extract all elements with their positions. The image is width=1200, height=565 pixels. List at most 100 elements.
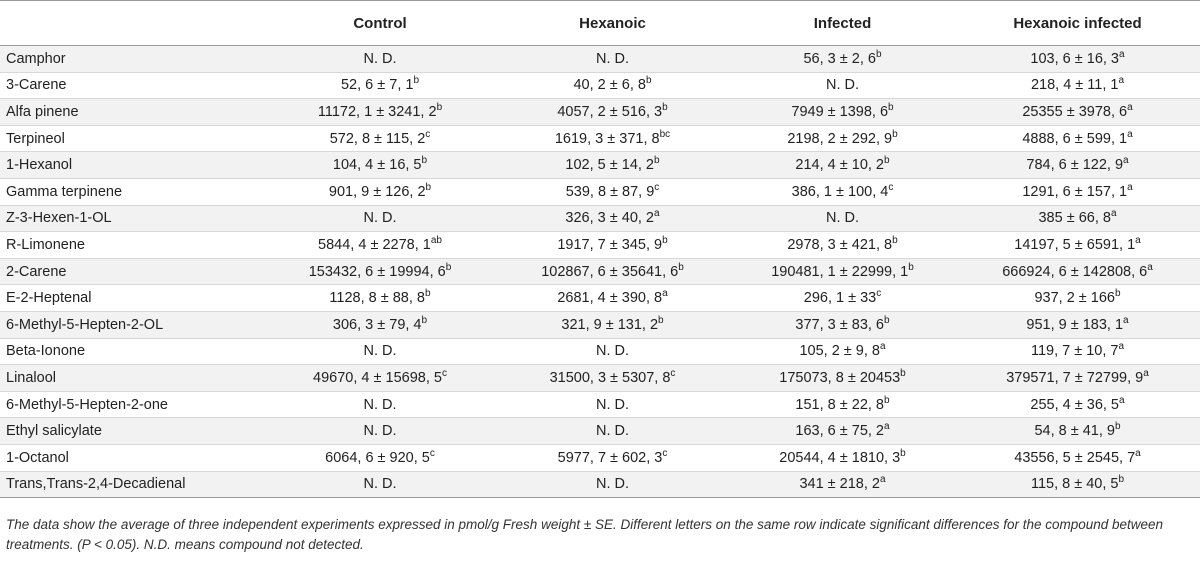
compound-name: E-2-Heptenal (0, 284, 265, 312)
cell-infected: 377, 3 ± 83, 6b (730, 311, 955, 339)
cell-value: N. D. (595, 423, 630, 440)
table-row: 6-Methyl-5-Hepten-2-OL 306, 3 ± 79, 4b 321… (0, 311, 1200, 339)
significance-letter: a (1119, 394, 1125, 406)
table-header: Control Hexanoic Infected Hexanoic infec… (0, 0, 1200, 46)
cell-control: 11172, 1 ± 3241, 2b (265, 98, 495, 126)
cell-control: 1128, 8 ± 88, 8b (265, 284, 495, 312)
cell-infected: 341 ± 218, 2a (730, 471, 955, 499)
cell-hexanoic: 321, 9 ± 131, 2b (495, 311, 730, 339)
significance-letter: a (1118, 75, 1125, 87)
cell-hexanoic: N. D. (495, 391, 730, 419)
compound-name: 2-Carene (0, 258, 265, 286)
cell-value: 1291, 6 ± 157, 1 (1022, 183, 1128, 200)
table-row: Trans,Trans-2,4-Decadienal N. D. N. D. 341 … (0, 471, 1200, 499)
cell-value: N. D. (595, 343, 630, 360)
header-row: Control Hexanoic Infected Hexanoic infec… (0, 0, 1200, 46)
cell-hexanoic: 102867, 6 ± 35641, 6b (495, 258, 730, 286)
cell-value: 666924, 6 ± 142808, 6 (1002, 263, 1148, 280)
cell-infected: 151, 8 ± 22, 8b (730, 391, 955, 419)
table-row: Terpineol 572, 8 ± 115, 2c 1619, 3 ± 371, … (0, 125, 1200, 153)
significance-letter: a (1119, 48, 1125, 60)
cell-value: 1619, 3 ± 371, 8 (554, 130, 660, 147)
significance-letter: b (678, 261, 684, 273)
cell-value: 115, 8 ± 40, 5 (1030, 476, 1119, 493)
cell-value: 153432, 6 ± 19994, 6 (308, 263, 446, 280)
cell-value: 105, 2 ± 9, 8 (799, 343, 880, 360)
cell-control: N. D. (265, 471, 495, 499)
significance-letter: b (662, 102, 668, 114)
cell-hexanoic: N. D. (495, 45, 730, 73)
table-row: 3-Carene 52, 6 ± 7, 1b 40, 2 ± 6, 8b N. D. 2… (0, 72, 1200, 100)
significance-letter: b (884, 394, 890, 406)
cell-hexanoic-infected: 119, 7 ± 10, 7a (955, 338, 1200, 366)
cell-value: 49670, 4 ± 15698, 5 (313, 369, 442, 386)
significance-letter: b (425, 288, 431, 300)
significance-letter: a (1118, 341, 1125, 353)
cell-value: 54, 8 ± 41, 9 (1034, 423, 1115, 440)
table-row: 1-Octanol 6064, 6 ± 920, 5c 5977, 7 ± 602,… (0, 444, 1200, 472)
table-row: Alfa pinene 11172, 1 ± 3241, 2b 4057, 2 ± … (0, 98, 1200, 126)
compound-name: 1-Octanol (0, 444, 265, 472)
column-header-hexanoic-infected: Hexanoic infected (955, 0, 1200, 46)
significance-letter: b (884, 314, 890, 326)
cell-infected: 2978, 3 ± 421, 8b (730, 231, 955, 259)
cell-hexanoic: 1917, 7 ± 345, 9b (495, 231, 730, 259)
significance-letter: a (1127, 181, 1133, 193)
cell-value: 386, 1 ± 100, 4 (791, 183, 889, 200)
significance-letter: b (445, 261, 452, 273)
cell-value: 784, 6 ± 122, 9 (1026, 157, 1124, 174)
cell-control: 6064, 6 ± 920, 5c (265, 444, 495, 472)
table-row: Camphor N. D. N. D. 56, 3 ± 2, 6b 103, 6 ± 1… (0, 45, 1200, 73)
significance-letter: b (654, 155, 660, 167)
compound-name: Z-3-Hexen-1-OL (0, 205, 265, 233)
cell-control: N. D. (265, 417, 495, 445)
cell-value: 175073, 8 ± 20453 (779, 369, 901, 386)
compound-name: Linalool (0, 364, 265, 392)
cell-infected: 190481, 1 ± 22999, 1b (730, 258, 955, 286)
significance-letter: a (1135, 447, 1141, 459)
cell-infected: 163, 6 ± 75, 2a (730, 417, 955, 445)
table-body: Camphor N. D. N. D. 56, 3 ± 2, 6b 103, 6 ± 1… (0, 45, 1200, 499)
table-row: R-Limonene 5844, 4 ± 2278, 1ab 1917, 7 ± 3… (0, 231, 1200, 259)
cell-value: N. D. (363, 396, 397, 413)
cell-value: 377, 3 ± 83, 6 (795, 316, 885, 333)
cell-control: 306, 3 ± 79, 4b (265, 311, 495, 339)
cell-value: 163, 6 ± 75, 2 (795, 423, 885, 440)
cell-value: 20544, 4 ± 1810, 3 (779, 449, 901, 466)
cell-value: 326, 3 ± 40, 2 (565, 210, 655, 227)
cell-value: N. D. (363, 343, 397, 360)
cell-hexanoic: N. D. (495, 471, 730, 499)
cell-hexanoic-infected: 43556, 5 ± 2545, 7a (955, 444, 1200, 472)
cell-value: 218, 4 ± 11, 1 (1030, 77, 1119, 94)
significance-letter: c (429, 447, 435, 459)
significance-letter: b (900, 447, 906, 459)
significance-letter: b (875, 48, 882, 60)
significance-letter: a (1123, 155, 1129, 167)
cell-value: N. D. (363, 50, 397, 67)
significance-letter: b (900, 368, 906, 380)
table-row: 6-Methyl-5-Hepten-2-one N. D. N. D. 151, 8 … (0, 391, 1200, 419)
cell-control: N. D. (265, 391, 495, 419)
cell-hexanoic-infected: 951, 9 ± 183, 1a (955, 311, 1200, 339)
significance-letter: ab (430, 235, 442, 247)
significance-letter: b (1114, 421, 1121, 433)
significance-letter: a (879, 341, 886, 353)
cell-value: 951, 9 ± 183, 1 (1026, 316, 1124, 333)
cell-value: 5844, 4 ± 2278, 1 (318, 236, 431, 253)
cell-value: 52, 6 ± 7, 1 (340, 77, 414, 94)
table-row: Beta-Ionone N. D. N. D. 105, 2 ± 9, 8a 119, … (0, 338, 1200, 366)
significance-letter: b (658, 314, 664, 326)
cell-value: N. D. (825, 77, 860, 94)
cell-value: 56, 3 ± 2, 6 (803, 50, 876, 67)
compound-name: R-Limonene (0, 231, 265, 259)
compound-name: Beta-Ionone (0, 338, 265, 366)
significance-letter: b (662, 235, 668, 247)
compound-name: 6-Methyl-5-Hepten-2-OL (0, 311, 265, 339)
cell-value: 7949 ± 1398, 6 (791, 103, 889, 120)
significance-letter: b (421, 155, 428, 167)
significance-letter: b (421, 314, 428, 326)
compound-name: Gamma terpinene (0, 178, 265, 206)
table-row: 2-Carene 153432, 6 ± 19994, 6b 102867, 6 ±… (0, 258, 1200, 286)
significance-letter: c (888, 181, 894, 193)
significance-letter: a (1127, 128, 1133, 140)
